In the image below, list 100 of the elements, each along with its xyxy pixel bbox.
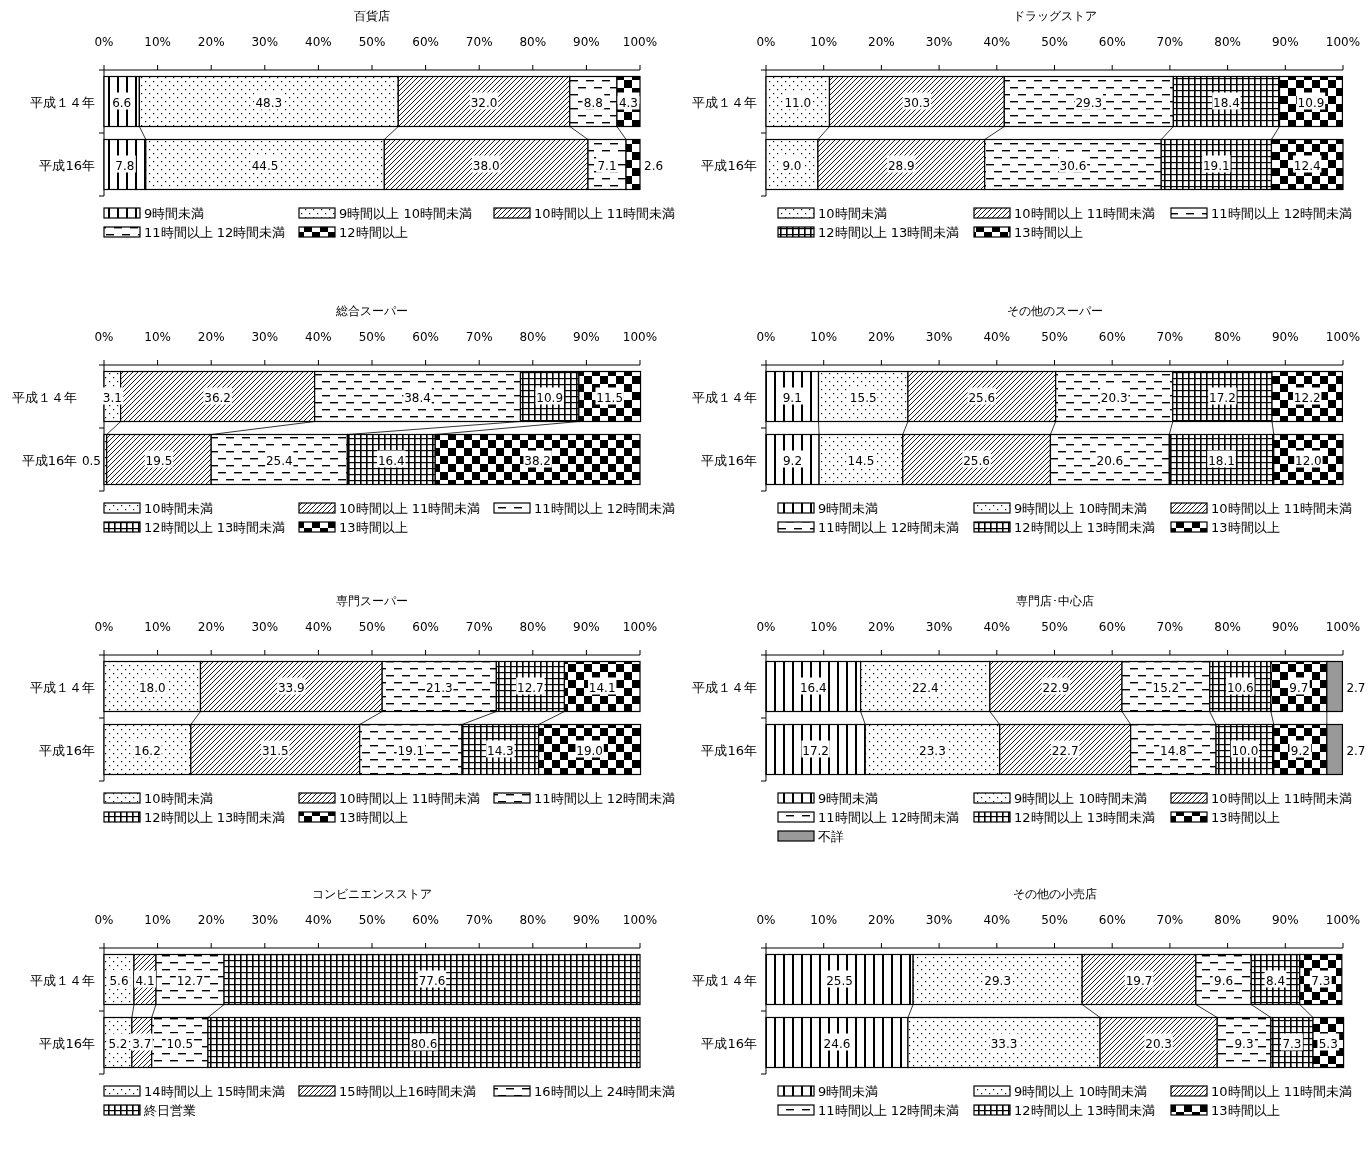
legend-label: 9時間以上 10時間未満	[1014, 501, 1147, 516]
data-label: 3.7	[132, 1036, 152, 1051]
x-tick-label: 90%	[573, 35, 600, 49]
title: ドラッグストア	[1012, 9, 1097, 23]
x-tick-label: 50%	[358, 913, 386, 927]
y-tick-label: 平成16年	[39, 1035, 95, 1051]
x-tick-label: 30%	[251, 620, 279, 634]
data-label: 38.0	[472, 158, 500, 173]
data-label: 12.2	[1293, 390, 1321, 405]
data-label: 25.4	[265, 453, 293, 468]
x-tick-label: 20%	[197, 620, 225, 634]
data-label: 10.0	[1231, 743, 1259, 758]
x-tick-label: 50%	[358, 330, 386, 344]
data-label: 14.1	[588, 680, 616, 695]
x-tick-label: 40%	[983, 620, 1011, 634]
x-tick-label: 80%	[1214, 330, 1241, 344]
data-label: 9.7	[1289, 680, 1309, 695]
data-label: 10.9	[536, 390, 564, 405]
data-label: 11.0	[784, 95, 812, 110]
data-label: 9.0	[782, 158, 802, 173]
title: その他の小売店	[1012, 887, 1097, 901]
legend-label: 10時間未満	[144, 501, 213, 516]
legend-label: 11時間以上 12時間未満	[818, 520, 960, 535]
y-tick-label: 平成１４年	[12, 389, 78, 405]
data-label: 18.0	[138, 680, 166, 695]
x-tick-label: 30%	[925, 913, 953, 927]
data-label: 12.4	[1293, 158, 1321, 173]
data-label: 7.1	[597, 158, 617, 173]
data-label: 25.5	[826, 973, 853, 988]
data-label: 33.3	[990, 1036, 1018, 1051]
data-label: 48.3	[255, 95, 283, 110]
data-label: 32.0	[470, 95, 498, 110]
data-label: 16.4	[799, 680, 827, 695]
x-tick-label: 20%	[197, 913, 225, 927]
x-tick-label: 90%	[573, 620, 600, 634]
legend-label: 12時間以上 13時間未満	[818, 225, 960, 240]
legend-label: 12時間以上 13時間未満	[144, 520, 286, 535]
data-label: 11.5	[596, 390, 624, 405]
data-label: 9.2	[1290, 743, 1310, 758]
title: その他のスーパー	[1006, 304, 1103, 318]
x-tick-label: 40%	[983, 35, 1011, 49]
legend-label: 不詳	[818, 829, 844, 844]
legend-label: 13時間以上	[1211, 1103, 1280, 1118]
x-tick-label: 70%	[465, 620, 493, 634]
x-tick-label: 70%	[1156, 330, 1184, 344]
data-label: 25.6	[963, 453, 990, 468]
x-tick-label: 0%	[94, 330, 114, 344]
data-label: 44.5	[251, 158, 279, 173]
x-tick-label: 100%	[1325, 35, 1361, 49]
x-tick-label: 60%	[412, 913, 439, 927]
data-label: 2.7	[1346, 743, 1366, 758]
data-label: 15.5	[849, 390, 877, 405]
x-tick-label: 80%	[519, 330, 547, 344]
data-label: 16.2	[134, 743, 161, 758]
y-tick-label: 平成16年	[39, 742, 95, 758]
x-tick-label: 60%	[1098, 620, 1126, 634]
data-label: 12.7	[176, 973, 204, 988]
data-label: 9.2	[783, 453, 803, 468]
x-tick-label: 50%	[358, 620, 386, 634]
y-tick-label: 平成１４年	[30, 94, 95, 110]
legend-label: 10時間以上 11時間未満	[339, 501, 481, 516]
title: 百貨店	[354, 9, 390, 23]
x-tick-label: 100%	[1325, 620, 1361, 634]
legend-label: 9時間以上 10時間未満	[1014, 791, 1147, 806]
x-tick-label: 40%	[305, 620, 332, 634]
data-label: 33.9	[277, 680, 305, 695]
legend-label: 11時間以上 12時間未満	[534, 501, 676, 516]
legend-label: 9時間未満	[818, 791, 879, 806]
data-label: 14.8	[1160, 743, 1187, 758]
x-tick-label: 0%	[756, 620, 776, 634]
data-label: 8.8	[583, 95, 603, 110]
legend-label: 11時間以上 12時間未満	[818, 810, 960, 825]
data-label: 5.6	[109, 973, 129, 988]
x-tick-label: 50%	[1041, 330, 1068, 344]
legend-label: 12時間以上	[339, 225, 408, 240]
data-label: 29.3	[984, 973, 1012, 988]
y-tick-label: 平成１４年	[30, 679, 95, 695]
legend-label: 9時間以上 10時間未満	[1014, 1084, 1147, 1099]
x-tick-label: 30%	[251, 913, 279, 927]
data-label: 28.9	[887, 158, 915, 173]
y-tick-label: 平成１４年	[692, 94, 757, 110]
data-label: 14.3	[487, 743, 514, 758]
data-label: 22.7	[1051, 743, 1079, 758]
x-tick-label: 80%	[1214, 913, 1241, 927]
legend-label: 13時間以上	[339, 810, 408, 825]
data-label: 19.1	[1202, 158, 1230, 173]
legend-label: 10時間以上 11時間未満	[1211, 1084, 1353, 1099]
legend-label: 12時間以上 13時間未満	[1014, 1103, 1156, 1118]
y-tick-label: 平成１４年	[692, 679, 757, 695]
x-tick-label: 30%	[925, 620, 953, 634]
legend-label: 14時間以上 15時間未満	[144, 1084, 286, 1099]
data-label: 5.3	[1318, 1036, 1338, 1051]
data-label: 6.6	[112, 95, 132, 110]
data-label: 77.6	[418, 973, 446, 988]
data-label: 20.3	[1100, 390, 1128, 405]
data-label: 23.3	[919, 743, 946, 758]
x-tick-label: 0%	[756, 35, 776, 49]
x-tick-label: 20%	[868, 35, 895, 49]
x-tick-label: 90%	[1271, 620, 1299, 634]
x-tick-label: 60%	[1098, 913, 1126, 927]
